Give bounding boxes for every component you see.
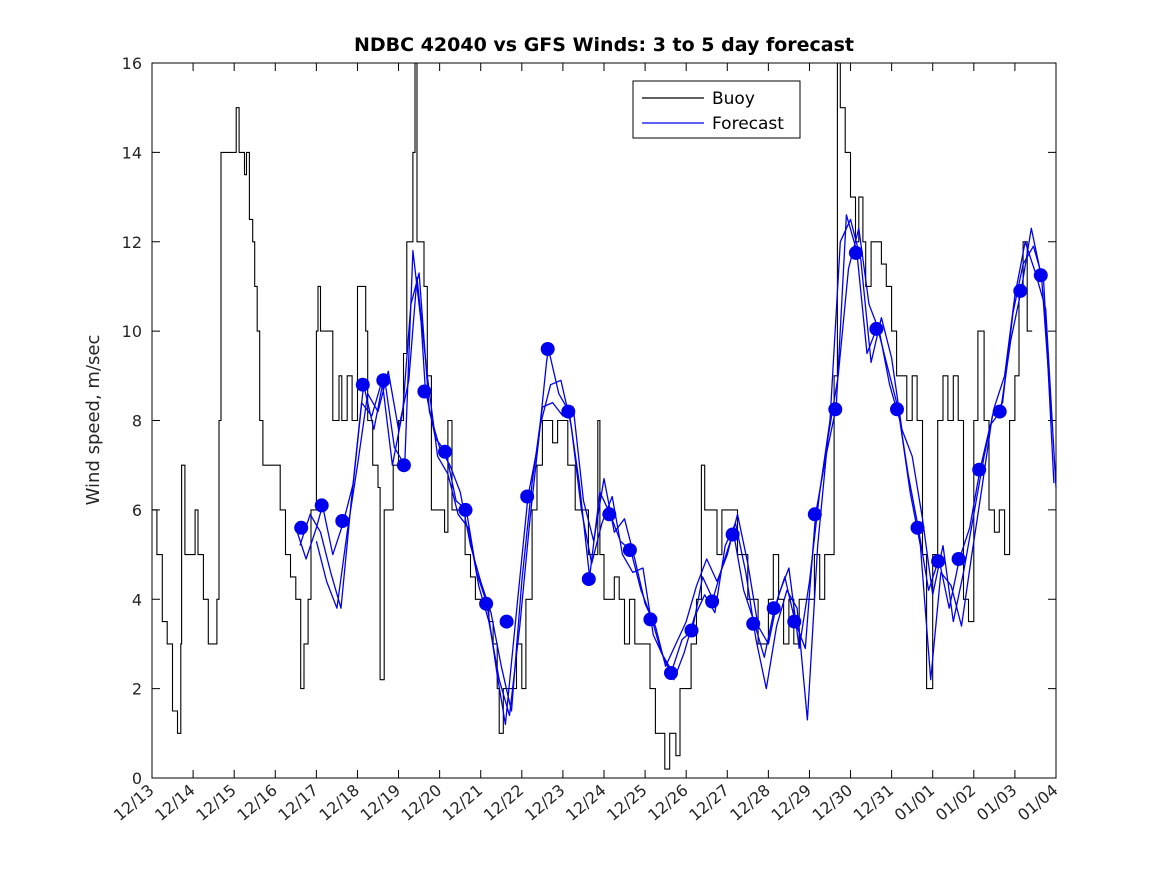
forecast-run-3-line: [299, 218, 1057, 712]
forecast-marker-dot: [992, 404, 1007, 419]
buoy-series-line: [152, 62, 1033, 770]
y-axis-label: Wind speed, m/sec: [83, 335, 104, 506]
forecast-marker-dot: [869, 321, 884, 336]
forecast-marker-dot: [684, 623, 699, 638]
legend-buoy-label: Buoy: [712, 89, 755, 109]
chart-title: NDBC 42040 vs GFS Winds: 3 to 5 day fore…: [354, 34, 854, 56]
legend: Buoy Forecast: [632, 80, 801, 139]
forecast-marker-dot: [931, 554, 946, 569]
forecast-marker-dot: [417, 384, 432, 399]
y-tick-label: 14: [122, 143, 142, 162]
y-tick-label: 2: [132, 680, 142, 699]
forecast-marker-dot: [438, 444, 452, 459]
legend-box: [632, 80, 801, 139]
forecast-marker-dot: [807, 507, 822, 522]
forecast-marker-dot: [314, 498, 329, 513]
forecast-marker-dot: [1033, 268, 1048, 283]
y-tick-label: 6: [132, 501, 142, 520]
forecast-marker-dot: [479, 596, 494, 611]
y-tick-label: 10: [122, 322, 142, 341]
forecast-marker-dot: [910, 520, 925, 535]
y-tick-label: 8: [132, 412, 142, 431]
forecast-marker-dot: [972, 462, 987, 477]
legend-forecast-label: Forecast: [712, 114, 784, 134]
y-tick-label: 12: [122, 233, 142, 252]
forecast-marker-dot: [766, 601, 781, 616]
forecast-marker-dot: [396, 458, 411, 473]
forecast-marker-dot: [294, 520, 309, 535]
forecast-marker-dot: [520, 489, 535, 504]
forecast-marker-dot: [581, 572, 596, 587]
forecast-marker-dot: [951, 552, 966, 566]
forecast-marker-dot: [602, 507, 617, 522]
forecast-marker-dot: [725, 527, 740, 542]
forecast-marker-dot: [335, 514, 350, 528]
forecast-marker-dot: [746, 616, 761, 631]
forecast-run-2-line: [315, 227, 1055, 721]
y-tick-label: 4: [132, 590, 142, 609]
forecast-marker-dot: [848, 245, 863, 260]
forecast-marker-dot: [622, 543, 637, 558]
forecast-marker-dot: [561, 404, 576, 419]
forecast-marker-dot: [499, 614, 514, 629]
forecast-marker-dot: [828, 402, 843, 417]
forecast-marker-dot: [890, 402, 904, 417]
forecast-marker-dot: [376, 373, 391, 388]
forecast-marker-dot: [1013, 283, 1028, 298]
forecast-marker-dot: [705, 594, 720, 609]
y-tick-label: 16: [122, 54, 142, 73]
y-tick-label: 0: [132, 769, 142, 788]
forecast-marker-dot: [643, 612, 658, 627]
forecast-marker-dot: [540, 342, 555, 356]
forecast-marker-dot: [787, 614, 802, 629]
forecast-marker-dot: [355, 377, 370, 392]
forecast-marker-dot: [458, 502, 473, 517]
forecast-marker-dot: [664, 666, 678, 680]
